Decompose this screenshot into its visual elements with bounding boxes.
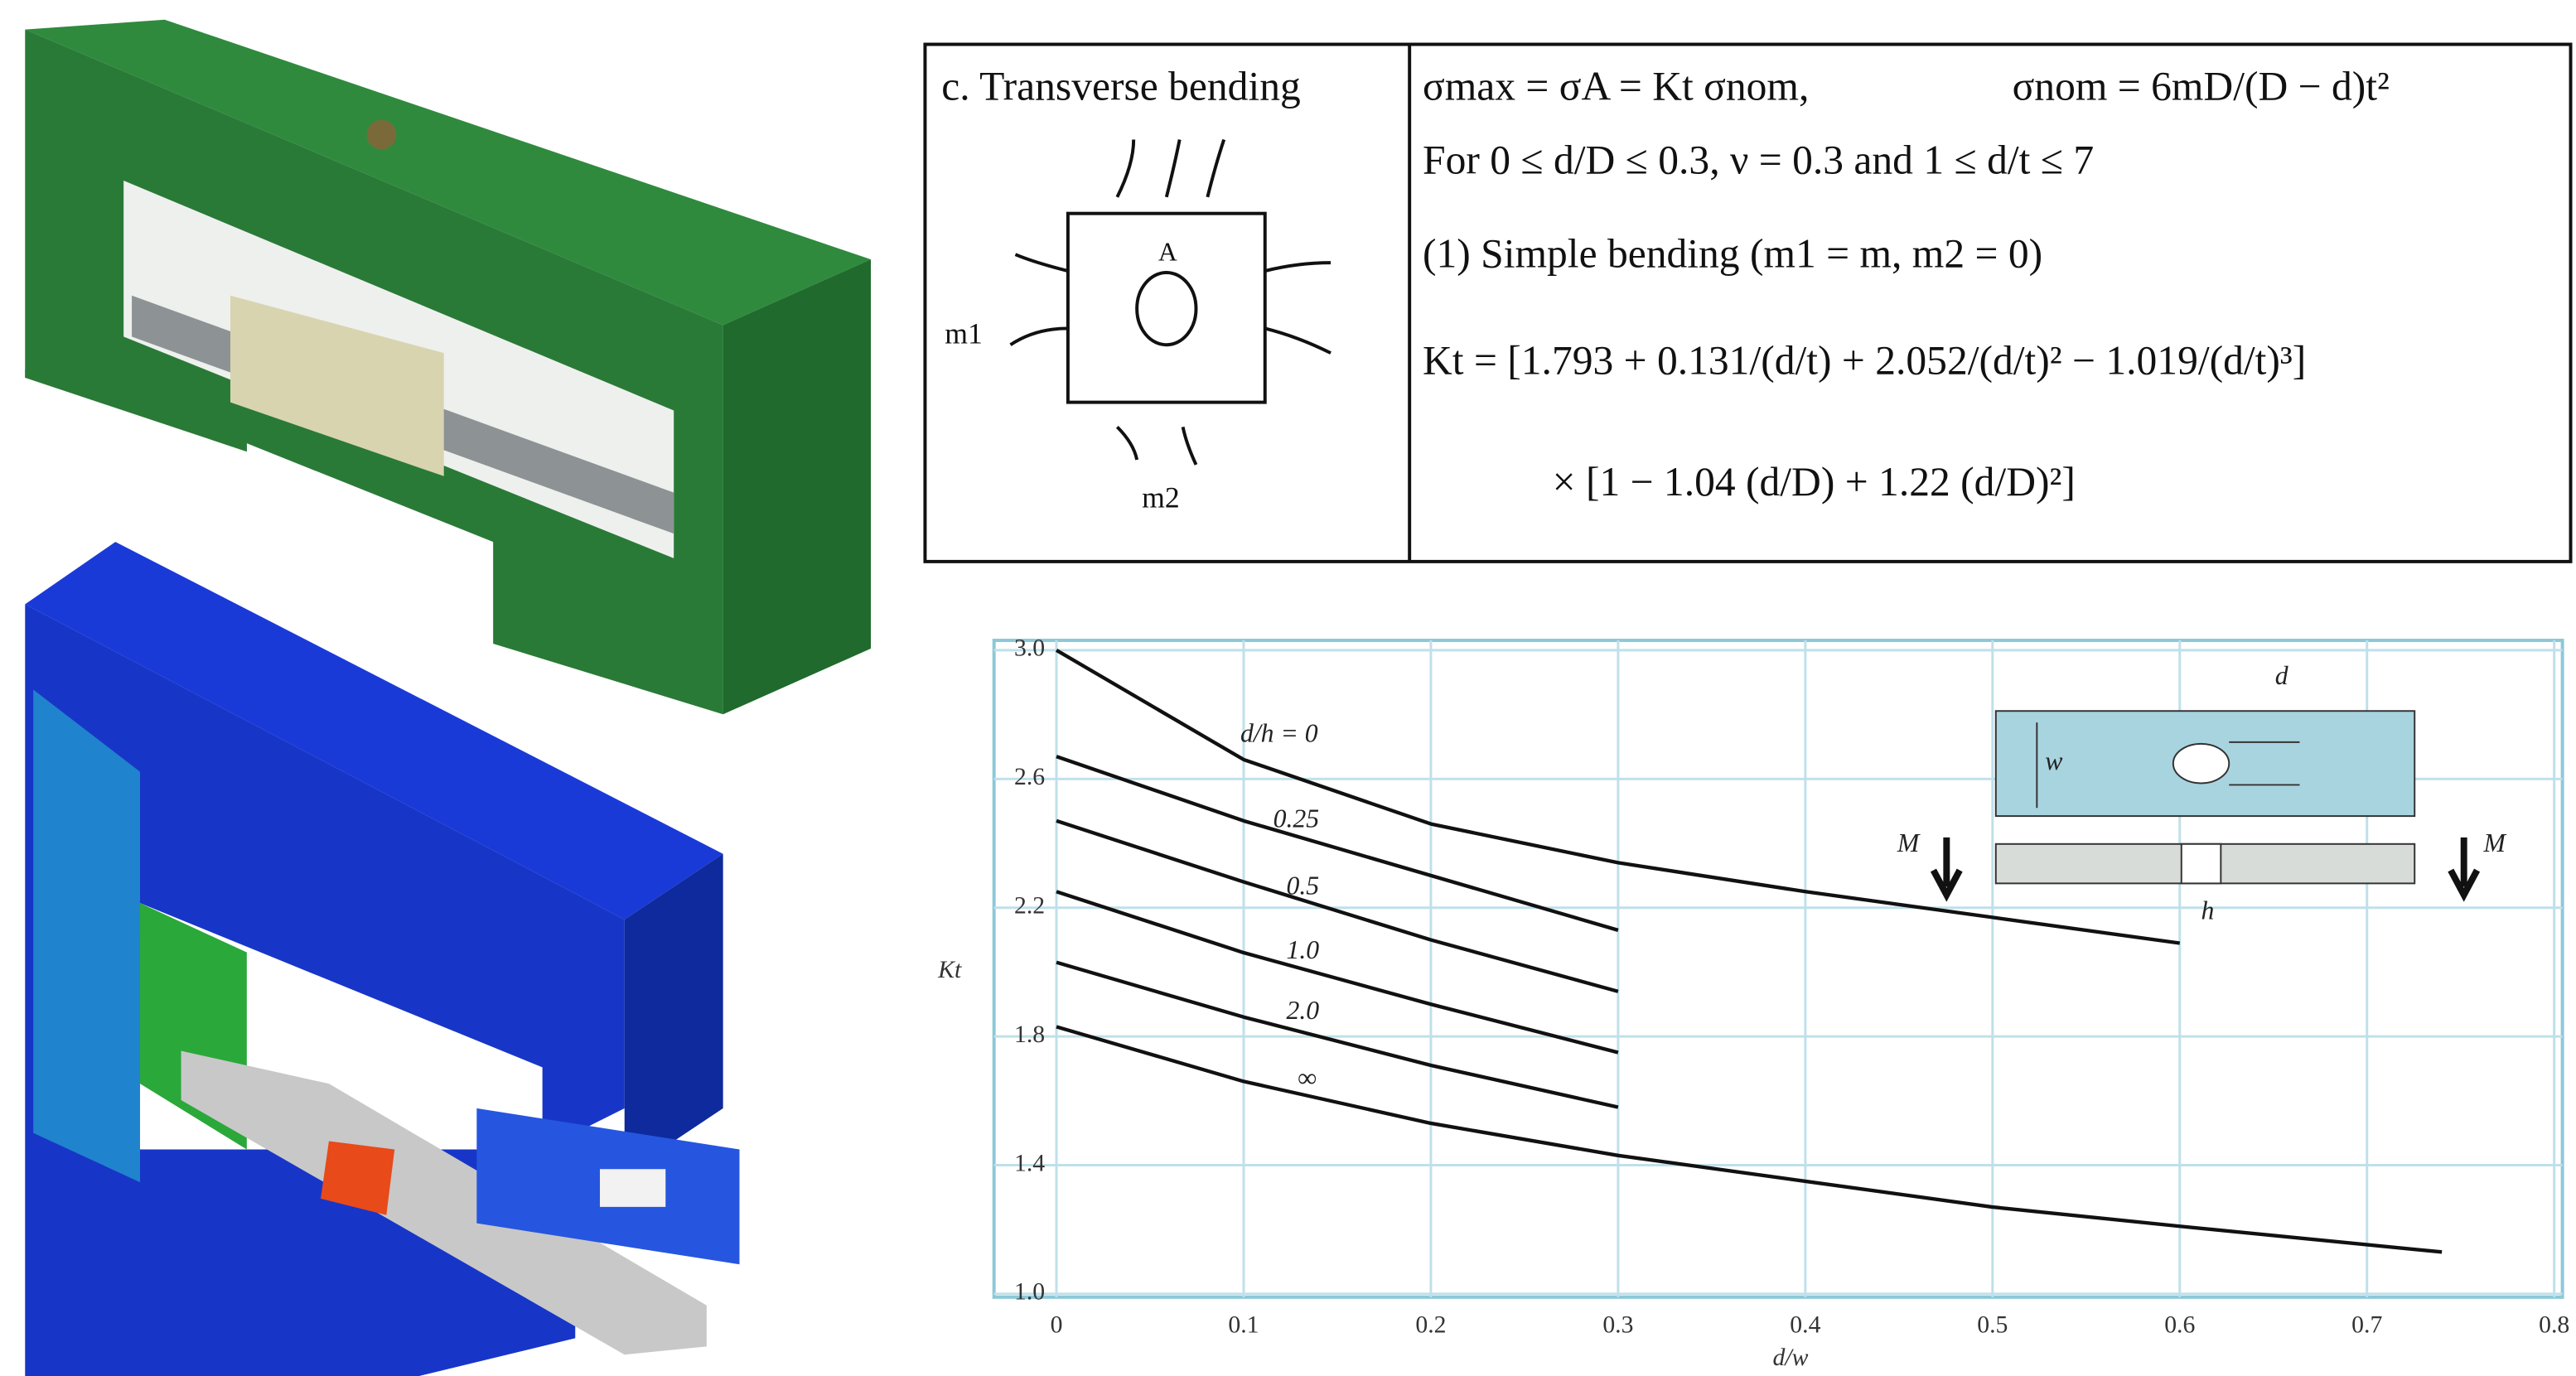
case-title: c. Transverse bending [941,63,1301,109]
curve-label: ∞ [1298,1064,1317,1093]
diagram-label: m2 [1142,481,1180,514]
y-tick-label: 2.6 [1014,764,1045,790]
y-tick-label: 1.8 [1014,1021,1045,1048]
formula-table: c. Transverse bending m1 m2 A σmax = σA … [925,45,2570,562]
x-tick-label: 0.8 [2539,1311,2569,1338]
y-tick-label: 2.2 [1014,893,1045,920]
inset-label: M [1897,828,1921,857]
curve-label: d/h = 0 [1240,718,1318,747]
x-tick-label: 0 [1051,1311,1063,1338]
formula-line: For 0 ≤ d/D ≤ 0.3, ν = 0.3 and 1 ≤ d/t ≤… [1423,138,2094,183]
inset-label: M [2482,828,2506,857]
y-tick-label: 3.0 [1014,635,1045,662]
formula-line: σnom = 6mD/(D − d)t² [2013,63,2390,109]
formula-line: × [1 − 1.04 (d/D) + 1.22 (d/D)²] [1553,459,2076,505]
diagram-label: m1 [945,317,983,350]
formula-line: Kt = [1.793 + 0.131/(d/t) + 2.052/(d/t)²… [1423,337,2306,383]
x-tick-label: 0.5 [1977,1311,2008,1338]
x-tick-label: 0.6 [2164,1311,2195,1338]
x-tick-label: 0.2 [1415,1311,1446,1338]
x-tick-label: 0.7 [2351,1311,2382,1338]
figure: c. Transverse bending m1 m2 A σmax = σA … [0,0,2576,1376]
curve-label: 2.0 [1287,996,1320,1025]
x-tick-label: 0.1 [1228,1311,1259,1338]
inset-diagram [1933,711,2477,895]
diagram-label: A [1158,238,1177,267]
inset-label: h [2201,896,2215,925]
x-tick-label: 0.4 [1790,1311,1820,1338]
formula-line: σmax = σA = Kt σnom, [1423,63,1809,109]
curve-label: 1.0 [1287,935,1320,964]
inset-label: d [2275,661,2288,690]
y-axis-label: Kt [937,957,962,983]
x-axis-label: d/w [1773,1345,1809,1371]
formula-line: (1) Simple bending (m1 = m, m2 = 0) [1423,231,2042,277]
curve-label: 0.25 [1274,804,1319,833]
page: { "table": { "case_title": "c. Transvers… [0,0,2576,1376]
y-tick-label: 1.0 [1014,1279,1045,1306]
y-tick-label: 1.4 [1014,1150,1045,1176]
curve-label: 0.5 [1287,871,1320,900]
inset-label: w [2045,746,2062,775]
x-tick-label: 0.3 [1602,1311,1633,1338]
